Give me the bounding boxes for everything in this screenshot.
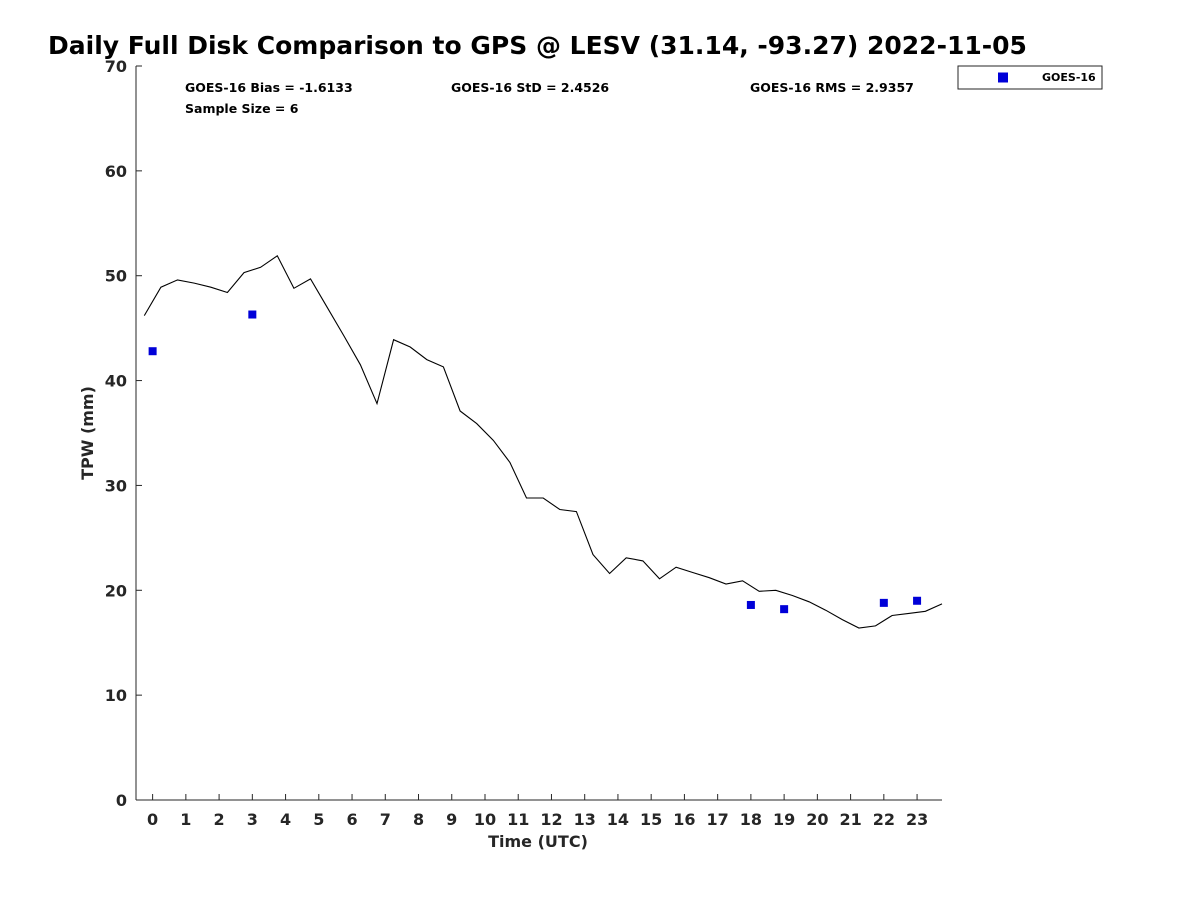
x-tick-label: 7 <box>380 810 391 829</box>
y-tick-label: 20 <box>105 581 127 600</box>
x-tick-label: 18 <box>740 810 762 829</box>
legend-box <box>957 65 1103 90</box>
y-tick-label: 70 <box>105 57 127 76</box>
x-tick-label: 16 <box>673 810 695 829</box>
x-tick-label: 22 <box>873 810 895 829</box>
goes16-data-point <box>780 605 789 614</box>
y-tick-label: 10 <box>105 686 127 705</box>
x-ticks: 0 1 2 3 4 5 6 7 8 9 10 11 12 13 14 15 16 17 18 19 20 21 22 23 <box>147 794 928 829</box>
x-tick-label: 13 <box>574 810 596 829</box>
x-tick-label: 0 <box>147 810 158 829</box>
x-tick-label: 21 <box>839 810 861 829</box>
y-tick-label: 30 <box>105 476 127 495</box>
legend-label-goes16: GOES-16 <box>1042 71 1096 84</box>
std-stat: GOES-16 StD = 2.4526 <box>451 80 609 95</box>
x-tick-label: 8 <box>413 810 424 829</box>
y-tick-label: 40 <box>105 372 127 391</box>
x-tick-label: 4 <box>280 810 291 829</box>
goes16-data-point <box>913 596 922 605</box>
goes16-data-point <box>148 347 157 356</box>
y-ticks: 0 10 20 30 40 50 60 70 <box>105 57 142 810</box>
legend: GOES-16 <box>957 65 1103 90</box>
x-tick-label: 23 <box>906 810 928 829</box>
series-layer <box>143 254 943 629</box>
x-tick-label: 1 <box>180 810 191 829</box>
goes16-data-point <box>746 600 755 609</box>
x-axis-label: Time (UTC) <box>488 832 588 851</box>
x-tick-label: 14 <box>607 810 629 829</box>
x-tick-label: 6 <box>346 810 357 829</box>
y-tick-label: 60 <box>105 162 127 181</box>
y-tick-label: 0 <box>116 791 127 810</box>
rms-stat: GOES-16 RMS = 2.9357 <box>750 80 914 95</box>
x-tick-label: 11 <box>507 810 529 829</box>
x-tick-label: 15 <box>640 810 662 829</box>
sample-size-stat: Sample Size = 6 <box>185 101 299 116</box>
x-tick-label: 10 <box>474 810 496 829</box>
bias-stat: GOES-16 Bias = -1.6133 <box>185 80 353 95</box>
x-tick-label: 12 <box>540 810 562 829</box>
x-tick-label: 5 <box>313 810 324 829</box>
y-tick-label: 50 <box>105 267 127 286</box>
gps-series-line <box>143 254 943 629</box>
goes16-data-point <box>879 598 888 607</box>
goes16-data-point <box>248 310 257 319</box>
x-tick-label: 2 <box>214 810 225 829</box>
y-axis-label: TPW (mm) <box>78 386 97 480</box>
x-tick-label: 17 <box>707 810 729 829</box>
legend-marker-goes16 <box>998 72 1008 83</box>
x-tick-label: 19 <box>773 810 795 829</box>
chart-title: Daily Full Disk Comparison to GPS @ LESV… <box>48 31 1027 60</box>
x-tick-label: 9 <box>446 810 457 829</box>
x-tick-label: 3 <box>247 810 258 829</box>
x-tick-label: 20 <box>806 810 828 829</box>
